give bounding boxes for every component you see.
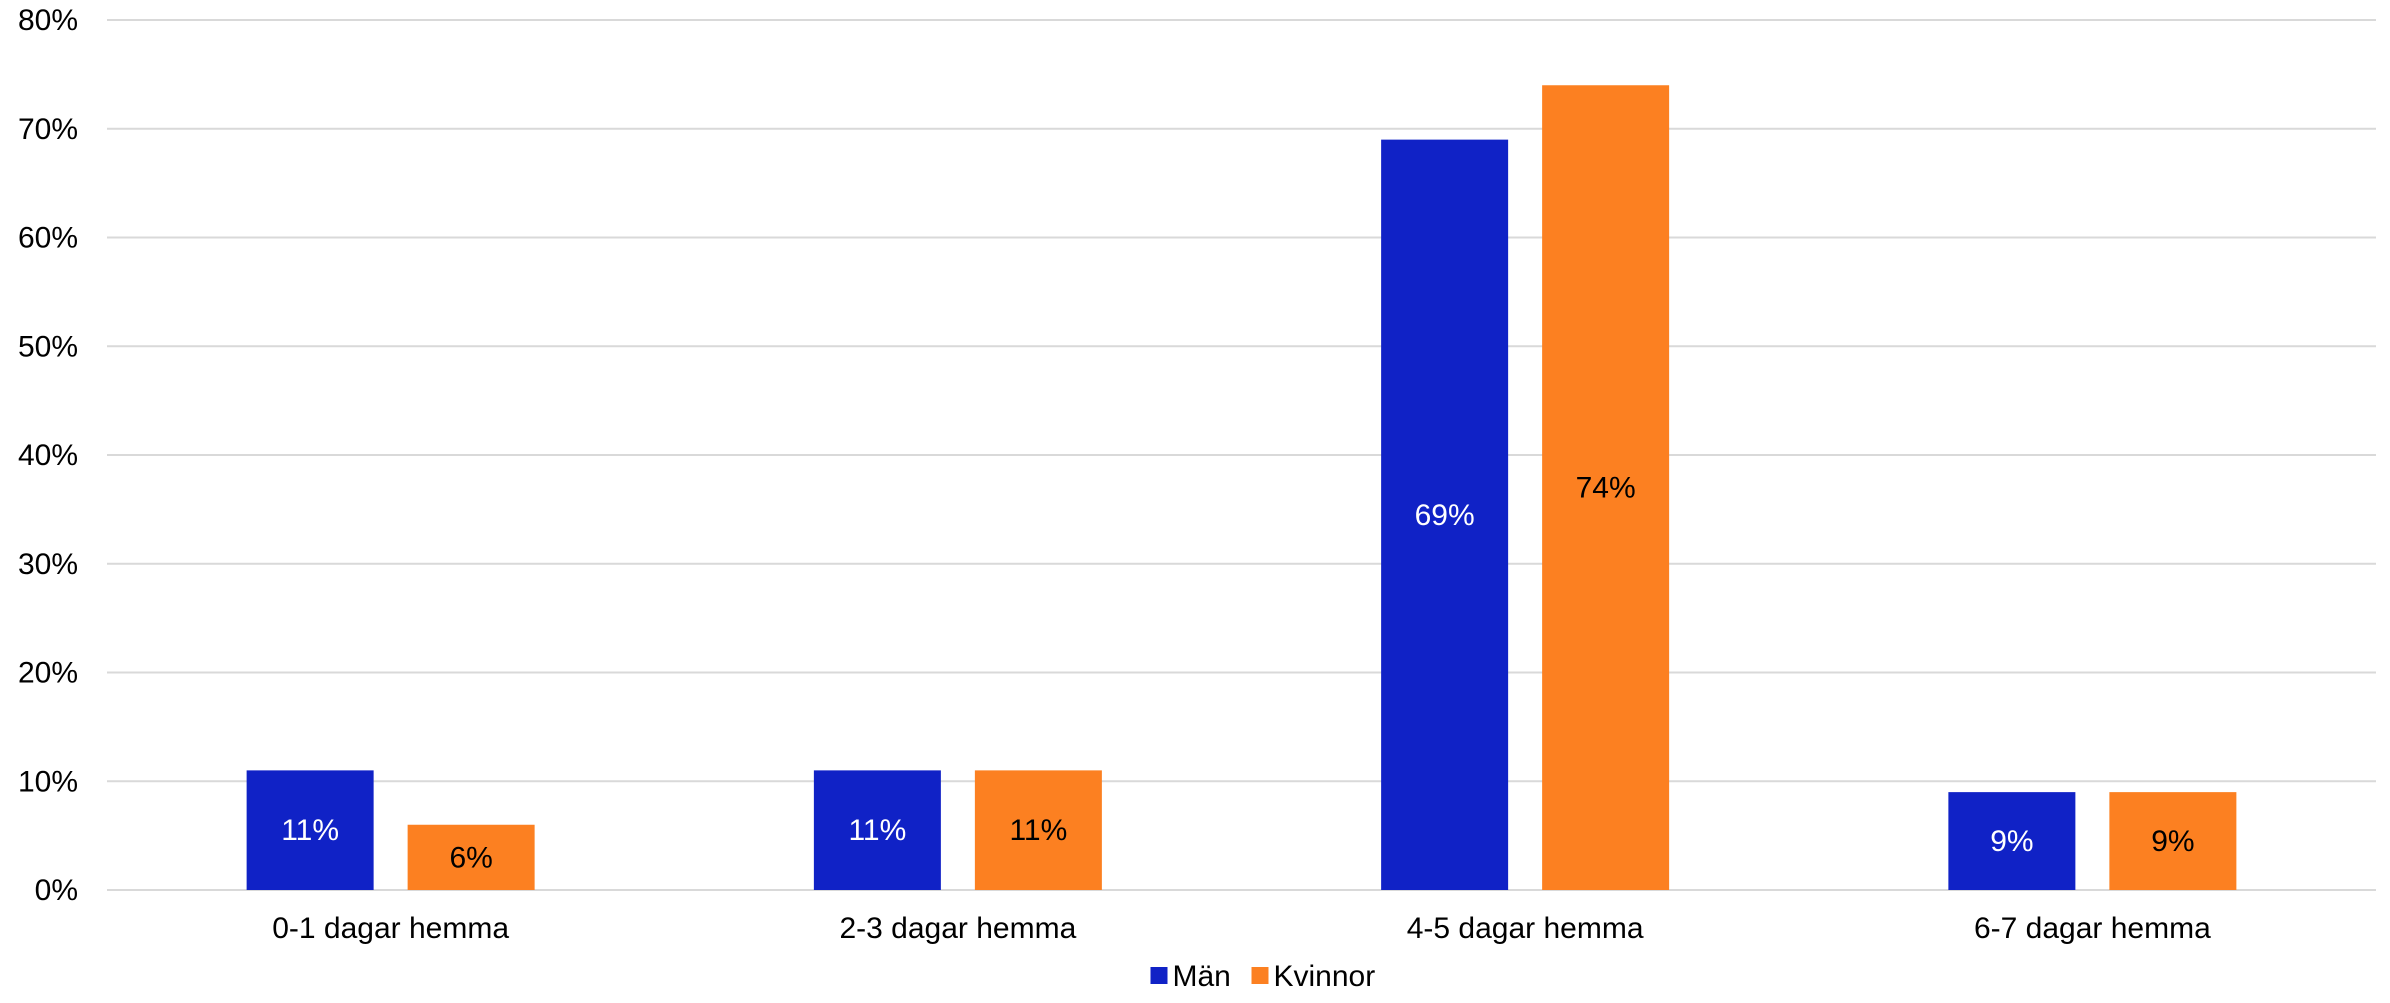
bar-m-n-1 [813,770,941,890]
bar-m-n-2 [1381,139,1509,890]
data-label: 9% [1990,825,2033,858]
x-category-label: 0-1 dagar hemma [272,912,509,945]
gridlines [107,19,2376,891]
y-tick-label: 10% [18,765,78,798]
bar-m-n-3 [1948,792,2076,890]
y-tick-label: 80% [18,4,78,37]
data-label: 9% [2151,825,2194,858]
x-category-label: 2-3 dagar hemma [839,912,1076,945]
bar-kvinnor-2 [1542,85,1670,890]
x-category-label: 4-5 dagar hemma [1407,912,1644,945]
legend: Män Kvinnor [1150,960,1376,993]
bars [246,85,2237,890]
y-tick-label: 30% [18,548,78,581]
y-tick-label: 40% [18,439,78,472]
y-tick-label: 60% [18,222,78,255]
bar-kvinnor-1 [974,770,1102,890]
data-label: 11% [1009,814,1067,847]
data-label: 11% [281,814,339,847]
data-label: 74% [1576,472,1636,505]
bar-kvinnor-0 [407,824,535,890]
data-label: 11% [848,814,906,847]
legend-label: Kvinnor [1274,960,1376,993]
y-tick-label: 20% [18,657,78,690]
legend-swatch [1150,967,1168,984]
data-label: 6% [449,841,492,874]
data-label: 69% [1415,499,1475,532]
y-tick-label: 70% [18,113,78,146]
bar-m-n-0 [246,770,374,890]
bar-kvinnor-3 [2109,792,2237,890]
x-axis-category-labels: 0-1 dagar hemma 2-3 dagar hemma 4-5 dagar … [272,912,2211,945]
y-tick-label: 50% [18,330,78,363]
x-category-label: 6-7 dagar hemma [1974,912,2211,945]
y-tick-label: 0% [35,874,78,907]
y-axis-tick-labels: 0% 10% 20% 30% 40% 50% 60% 70% 80% [18,4,78,907]
legend-label: Män [1173,960,1231,993]
legend-swatch [1251,967,1269,984]
data-labels: 11% 6% 11% 11% 69% 74% 9% 9% [281,472,2194,875]
